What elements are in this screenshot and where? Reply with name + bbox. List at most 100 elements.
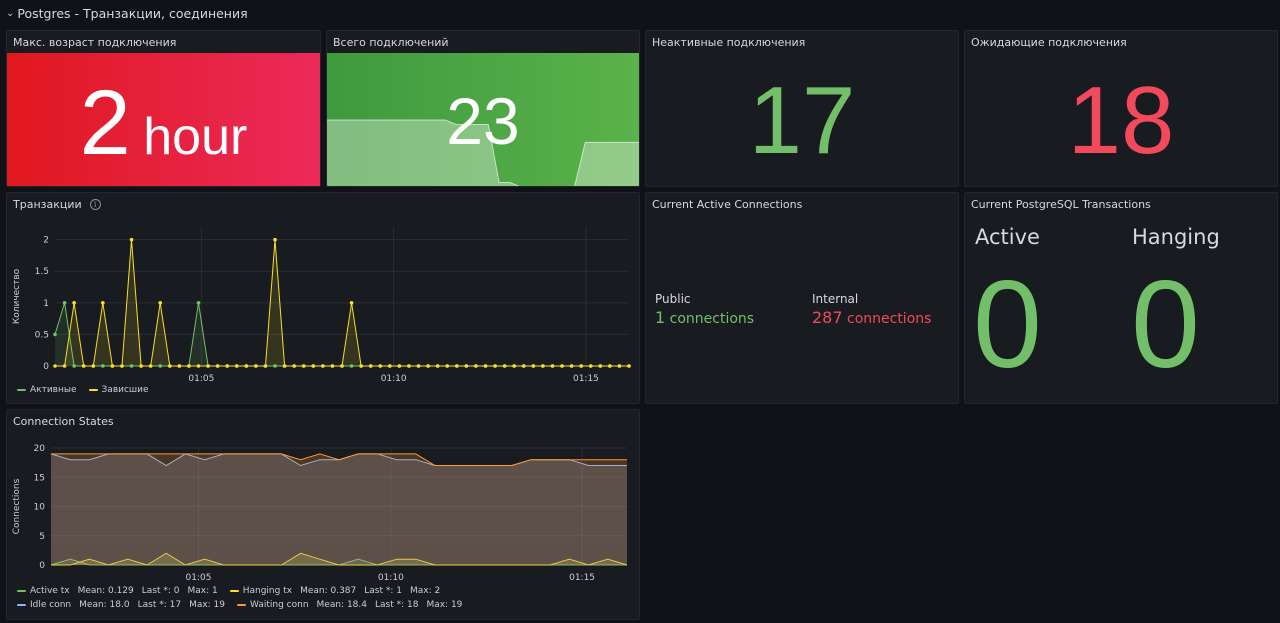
- data-point: [426, 364, 430, 368]
- panel-title: Транзакции i: [13, 198, 101, 211]
- data-point: [273, 364, 277, 368]
- panel-waiting-connections[interactable]: Ожидающие подключения 18: [964, 30, 1278, 187]
- data-point: [349, 364, 354, 368]
- data-point: [407, 364, 411, 368]
- y-tick-label: 1: [43, 299, 49, 309]
- data-point: [263, 364, 268, 368]
- data-point: [378, 364, 383, 368]
- data-point: [62, 301, 67, 305]
- stat-value: 23: [446, 84, 520, 158]
- y-axis-label: Connections: [12, 478, 22, 534]
- y-tick-label: 15: [34, 473, 45, 483]
- data-point: [321, 364, 325, 368]
- panel-connection-states[interactable]: Connection States 0 5 10 15 20 01:05 01:10 01:1…: [6, 409, 640, 620]
- legend-item[interactable]: Idle conn Mean: 18.0 Last *: 17 Max: 19: [17, 600, 225, 610]
- legend-label: Active tx: [30, 586, 70, 596]
- legend-stat-last: Last *: 18: [375, 600, 419, 610]
- data-point: [244, 364, 249, 368]
- legend-swatch: [17, 604, 26, 606]
- transactions-chart: 0 0.5 1 1.5 2 01:05 01:10 01:15 Количество: [12, 227, 631, 384]
- data-point: [196, 301, 201, 305]
- series-line-1: [51, 552, 628, 566]
- legend-swatch: [237, 604, 247, 606]
- data-point: [474, 364, 478, 368]
- data-point: [187, 364, 191, 368]
- legend-stat-last: Last *: 0: [141, 586, 180, 596]
- legend-stat-last: Last *: 17: [137, 600, 182, 610]
- data-point: [483, 364, 488, 368]
- hanging-value: 0: [1131, 256, 1200, 394]
- internal-connections: Internal 287 connections: [812, 292, 931, 327]
- data-point: [139, 364, 143, 368]
- data-point: [588, 364, 593, 368]
- y-tick-label: 20: [34, 444, 46, 454]
- info-icon[interactable]: i: [89, 199, 101, 210]
- data-point: [273, 237, 277, 242]
- data-point: [349, 301, 354, 305]
- data-point: [168, 364, 172, 368]
- series-line-3: [51, 453, 627, 466]
- panel-current-active-connections[interactable]: Current Active Connections Public 1 conn…: [645, 192, 959, 404]
- y-tick-label: 5: [39, 532, 45, 542]
- data-point: [101, 301, 105, 305]
- data-point: [177, 364, 182, 368]
- legend-item[interactable]: Hanging tx Mean: 0.387 Last *: 1 Max: 2: [229, 586, 440, 596]
- data-point: [397, 364, 402, 368]
- internal-label: Internal: [812, 292, 859, 306]
- panel-total-connections[interactable]: Всего подключений 23: [326, 30, 640, 187]
- legend-label: Зависшие: [101, 385, 149, 395]
- data-point: [120, 364, 124, 368]
- legend-stat-last: Last *: 1: [364, 586, 402, 596]
- panel-current-postgres-transactions[interactable]: Current PostgreSQL Transactions Active 0…: [964, 192, 1278, 404]
- internal-count: 287: [812, 308, 843, 327]
- active-label: Active: [975, 225, 1040, 249]
- x-tick-label: 01:05: [188, 374, 214, 384]
- panel-title: Ожидающие подключения: [971, 36, 1127, 49]
- data-point: [206, 364, 210, 368]
- y-tick-label: 10: [34, 503, 46, 513]
- panel-transactions[interactable]: Транзакции i 0 0.5 1 1.5 2 01:05 01:10 01:15 Кол…: [6, 192, 640, 404]
- y-tick-label: 0: [43, 362, 49, 372]
- legend-stat-mean: Mean: 18.0: [79, 600, 130, 610]
- data-point: [282, 364, 287, 368]
- legend-label: Idle conn: [30, 600, 72, 610]
- legend-item[interactable]: Активные: [17, 385, 77, 395]
- data-point: [148, 364, 153, 368]
- panel-title: Макс. возраст подключения: [13, 36, 177, 49]
- data-point: [435, 364, 440, 368]
- legend-item[interactable]: Waiting conn Mean: 18.4 Last *: 18 Max: 19: [237, 600, 462, 610]
- data-point: [617, 364, 622, 368]
- x-tick-label: 01:05: [185, 573, 211, 583]
- data-point: [598, 364, 603, 368]
- stat-background: [7, 53, 320, 186]
- data-point: [445, 364, 450, 368]
- public-connections: Public 1 connections: [655, 292, 754, 327]
- legend-item[interactable]: Active tx Mean: 0.129 Last *: 0 Max: 1: [17, 586, 218, 596]
- series-area-2: [51, 453, 627, 565]
- data-point: [608, 364, 612, 368]
- internal-unit: connections: [847, 311, 932, 327]
- row-header[interactable]: ⌄ Postgres - Транзакции, соединения: [6, 4, 248, 22]
- legend-label: Hanging tx: [242, 586, 293, 596]
- data-point: [72, 364, 76, 368]
- data-point: [254, 364, 258, 368]
- panel-max-connection-age[interactable]: Макс. возраст подключения 2 hour: [6, 30, 321, 187]
- data-point: [292, 364, 296, 368]
- data-point: [53, 364, 57, 368]
- data-point: [627, 364, 631, 368]
- legend-item[interactable]: Зависшие: [88, 385, 149, 395]
- legend-stat-max: Max: 1: [187, 586, 218, 596]
- data-point: [196, 364, 201, 368]
- data-point: [388, 364, 392, 368]
- chart-legend: Активные Зависшие: [17, 385, 149, 395]
- panel-inactive-connections[interactable]: Неактивные подключения 17: [645, 30, 959, 187]
- data-point: [129, 237, 134, 242]
- panel-title: Current PostgreSQL Transactions: [971, 198, 1151, 211]
- panel-title: Current Active Connections: [652, 198, 803, 211]
- x-tick-label: 01:10: [381, 374, 407, 384]
- data-point: [550, 364, 555, 368]
- y-tick-label: 0: [39, 561, 45, 571]
- data-point: [129, 364, 134, 368]
- legend-label: Активные: [30, 385, 77, 395]
- data-point: [531, 364, 536, 368]
